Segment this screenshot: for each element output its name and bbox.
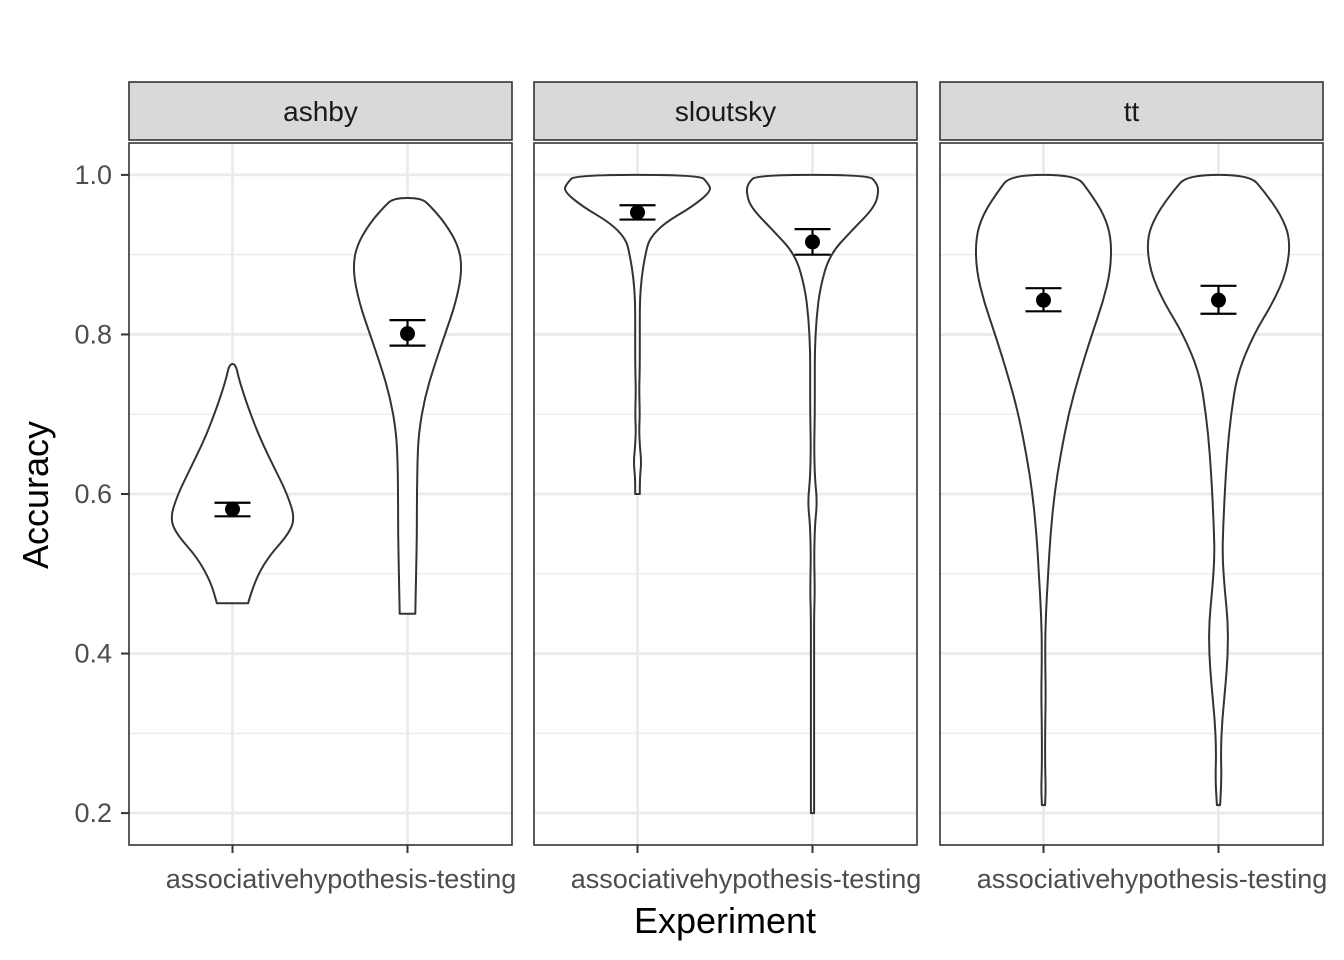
y-tick-label: 1.0 <box>74 160 112 190</box>
panel-border <box>939 142 1324 846</box>
y-tick-label: 0.4 <box>74 639 112 669</box>
facet-panel-ashby: ashby associative hypothesis-testing <box>128 81 517 894</box>
violin-hypothesis-testing <box>352 197 463 615</box>
violin-hypothesis-testing <box>745 173 880 815</box>
violin-associative <box>564 173 711 495</box>
y-tick-label: 0.8 <box>74 319 112 349</box>
panel-border <box>533 142 918 846</box>
facet-strip-label: sloutsky <box>675 96 776 127</box>
y-axis: 0.2 0.4 0.6 0.8 1.0 <box>74 160 129 828</box>
mean-point <box>1211 292 1226 308</box>
mean-point <box>1036 292 1051 308</box>
mean-point <box>630 204 645 220</box>
panel-border <box>128 142 513 846</box>
x-tick-label: hypothesis-testing <box>1110 864 1328 894</box>
violin-associative <box>974 173 1113 807</box>
facet-panel-sloutsky: sloutsky associative hypothesis-testing <box>533 81 922 894</box>
facet-panel-tt: tt associative hypothesis-testing <box>939 81 1328 894</box>
facet-strip-label: tt <box>1124 96 1140 127</box>
facet-strip <box>533 81 918 141</box>
x-tick-label: associative <box>571 864 705 894</box>
y-tick-label: 0.6 <box>74 479 112 509</box>
x-tick-label: associative <box>166 864 300 894</box>
violin-associative <box>170 363 295 605</box>
facet-strip <box>939 81 1324 141</box>
mean-point <box>225 501 240 517</box>
y-tick-label: 0.2 <box>74 798 112 828</box>
violin-hypothesis-testing <box>1146 173 1291 807</box>
facet-strip <box>128 81 513 141</box>
y-axis-title: Accuracy <box>15 421 56 569</box>
x-tick-label: associative <box>977 864 1111 894</box>
facet-strip-label: ashby <box>283 96 358 127</box>
mean-point <box>805 234 820 250</box>
mean-point <box>400 326 415 342</box>
x-tick-label: hypothesis-testing <box>704 864 922 894</box>
x-axis-title: Experiment <box>634 900 816 941</box>
x-tick-label: hypothesis-testing <box>299 864 517 894</box>
